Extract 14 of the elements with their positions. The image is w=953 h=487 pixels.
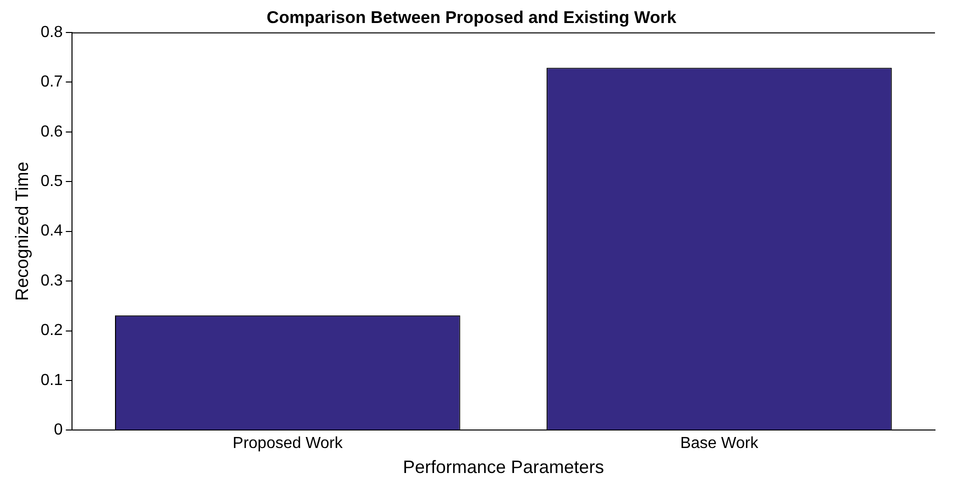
y-tick-label: 0.2 [40, 322, 63, 340]
y-axis-title: Recognized Time [12, 162, 32, 301]
y-tick-label: 0.1 [40, 372, 63, 389]
x-axis-title: Performance Parameters [402, 457, 604, 478]
chart-title: Comparison Between Proposed and Existing Work [266, 8, 677, 27]
x-tick-label: Base Work [680, 435, 760, 452]
y-tick-label: 0.4 [40, 222, 63, 240]
y-tick-label: 0.3 [40, 272, 63, 290]
y-tick-label: 0.7 [40, 74, 63, 91]
x-tick-label: Proposed Work [232, 435, 344, 452]
y-tick-label: 0.8 [40, 24, 63, 41]
y-tick-label: 0.6 [40, 123, 63, 140]
y-tick-label: 0.5 [40, 172, 63, 190]
y-tick-label: 0 [54, 422, 63, 439]
